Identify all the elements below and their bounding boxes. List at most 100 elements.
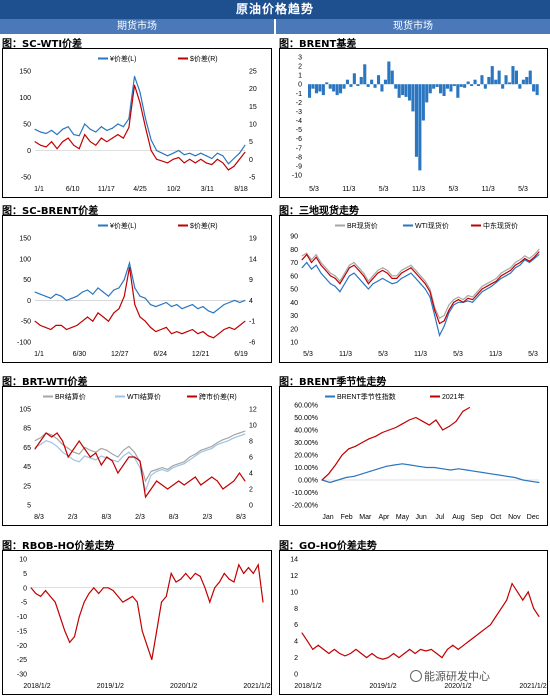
- data-point: [218, 308, 220, 310]
- x-tick-label: 11/17: [98, 186, 115, 193]
- y-tick-label: 10: [290, 589, 298, 596]
- data-point: [170, 572, 172, 574]
- data-point: [505, 275, 507, 277]
- data-point: [467, 300, 469, 302]
- data-point: [151, 659, 153, 661]
- y-right-tick-label: 4: [249, 298, 253, 305]
- data-point: [443, 315, 445, 316]
- data-point: [183, 461, 185, 463]
- y-right-tick-label: 4: [249, 471, 253, 478]
- y-tick-label: 80: [290, 247, 298, 254]
- data-point: [139, 102, 141, 104]
- x-tick-label: 8/18: [234, 186, 248, 193]
- data-point: [239, 472, 240, 474]
- basis-bar: [483, 84, 487, 89]
- y-tick-label: 30: [290, 313, 298, 320]
- basis-bar: [380, 84, 384, 92]
- data-point: [50, 329, 52, 330]
- data-point: [405, 275, 407, 277]
- data-point: [34, 291, 36, 293]
- y-left-tick-label: -50: [21, 319, 31, 326]
- x-tick-label: 5/3: [453, 351, 463, 358]
- data-point: [35, 593, 37, 594]
- data-point: [98, 593, 100, 594]
- y-right-tick-label: 14: [249, 256, 257, 263]
- data-point: [211, 158, 213, 159]
- data-point: [78, 135, 80, 137]
- basis-bar: [325, 82, 329, 85]
- data-point: [189, 459, 191, 461]
- data-point: [172, 484, 174, 486]
- data-point: [476, 291, 478, 293]
- data-point: [301, 632, 303, 634]
- data-point: [34, 448, 36, 450]
- data-point: [45, 590, 46, 592]
- data-point: [92, 293, 94, 295]
- chart-title-brent-basis: 图：BRENT基差: [279, 39, 357, 50]
- data-point: [81, 320, 83, 322]
- data-point: [228, 302, 230, 303]
- data-point: [176, 331, 178, 333]
- data-point: [216, 480, 218, 482]
- data-point: [122, 455, 124, 457]
- data-point: [361, 442, 363, 443]
- data-point: [34, 320, 36, 322]
- data-point: [239, 302, 241, 303]
- data-point: [472, 299, 474, 301]
- basis-bar: [521, 79, 525, 85]
- data-point: [415, 417, 417, 418]
- data-point: [462, 301, 464, 303]
- x-tick-label: 2021/1/2: [519, 683, 546, 690]
- basis-bar: [459, 84, 463, 87]
- data-point: [434, 315, 436, 316]
- y-tick-label: 40.00%: [294, 428, 318, 435]
- data-point: [424, 280, 426, 282]
- data-point: [89, 457, 91, 459]
- legend-label: WTI结算价: [127, 392, 161, 401]
- x-tick-label: 8/3: [236, 514, 246, 521]
- data-point: [328, 653, 330, 654]
- data-point: [484, 628, 486, 630]
- data-point: [491, 283, 493, 285]
- data-point: [207, 335, 209, 337]
- y-tick-label: 0.00%: [298, 478, 318, 485]
- data-point: [84, 455, 86, 457]
- data-point: [45, 146, 47, 148]
- y-tick-label: 12: [290, 573, 298, 580]
- data-point: [514, 267, 516, 269]
- data-point: [222, 439, 224, 441]
- basis-bar: [377, 75, 381, 85]
- data-point: [358, 277, 360, 279]
- data-point: [329, 272, 331, 274]
- chart-title-rbob-ho: 图：RBOB-HO价差走势: [2, 541, 115, 552]
- data-point: [408, 419, 410, 421]
- data-point: [213, 312, 214, 314]
- data-point: [382, 267, 384, 269]
- data-point: [205, 447, 207, 449]
- y-left-tick-label: 50: [23, 277, 31, 284]
- data-point: [348, 267, 350, 269]
- spot-section-header: 现货市场: [276, 19, 550, 34]
- data-point: [533, 607, 535, 609]
- data-point: [388, 429, 390, 431]
- data-point: [161, 469, 163, 470]
- data-point: [111, 460, 113, 462]
- y-tick-label: 20: [290, 326, 298, 333]
- data-point: [117, 461, 119, 463]
- data-point: [372, 275, 374, 277]
- data-point: [181, 333, 183, 335]
- data-point: [382, 658, 384, 660]
- data-point: [396, 277, 398, 279]
- data-point: [181, 308, 183, 310]
- series-line: [321, 463, 540, 484]
- y-tick-label: -10: [292, 173, 302, 180]
- data-point: [84, 448, 86, 450]
- data-point: [458, 468, 460, 470]
- data-point: [117, 472, 119, 474]
- data-point: [56, 432, 58, 434]
- data-point: [405, 269, 407, 271]
- data-point: [78, 453, 80, 455]
- data-point: [102, 291, 104, 293]
- data-point: [244, 320, 246, 322]
- data-point: [190, 578, 191, 580]
